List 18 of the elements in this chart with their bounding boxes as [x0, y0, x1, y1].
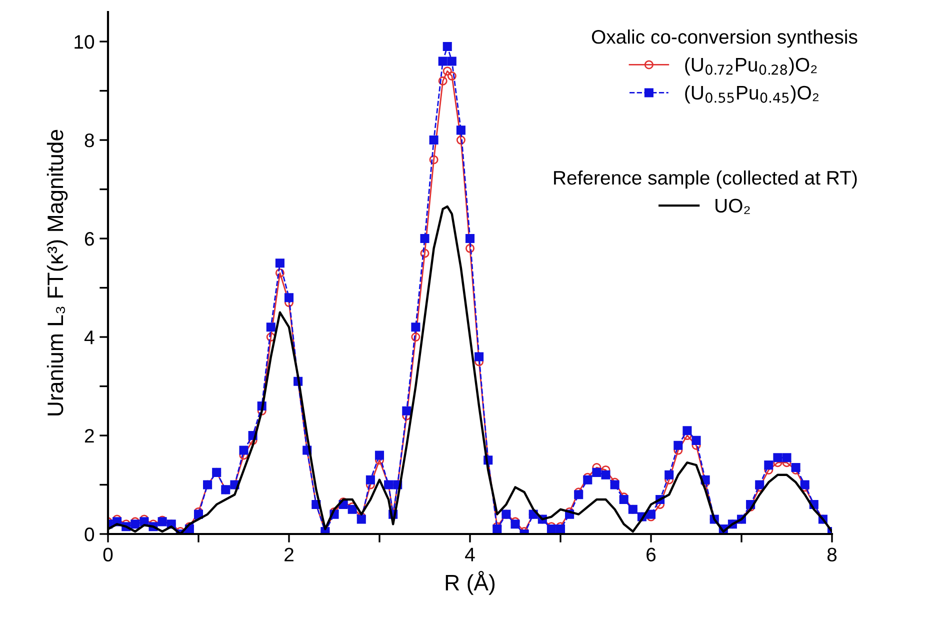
x-tick-label: 8 [827, 548, 837, 562]
x-axis-title: R (Å) [446, 570, 495, 595]
y-tick-label: 10 [74, 35, 94, 49]
legend-label: (U$_{0.55}$Pu$_{0.45}$)O₂ [685, 85, 818, 104]
y-tick-label: 0 [84, 527, 94, 542]
x-tick-label: 6 [646, 548, 656, 562]
legend-label: (U$_{0.72}$Pu$_{0.28}$)O₂ [685, 57, 817, 76]
x-tick-label: 2 [284, 548, 294, 562]
y-tick-label: 6 [84, 232, 94, 246]
legend-label: UO₂ [716, 198, 750, 214]
legend-title: Oxalic co-conversion synthesis [592, 30, 858, 48]
y-tick-label: 4 [84, 330, 94, 344]
x-tick-label: 0 [103, 548, 113, 562]
y-tick-label: 8 [84, 134, 94, 148]
x-tick-label: 4 [465, 548, 475, 562]
y-axis-title: Uranium L₃ FT(κ³) Magnitude [46, 130, 68, 416]
y-tick-label: 2 [84, 428, 94, 443]
annotation: Reference sample (collected at RT) [554, 170, 857, 189]
